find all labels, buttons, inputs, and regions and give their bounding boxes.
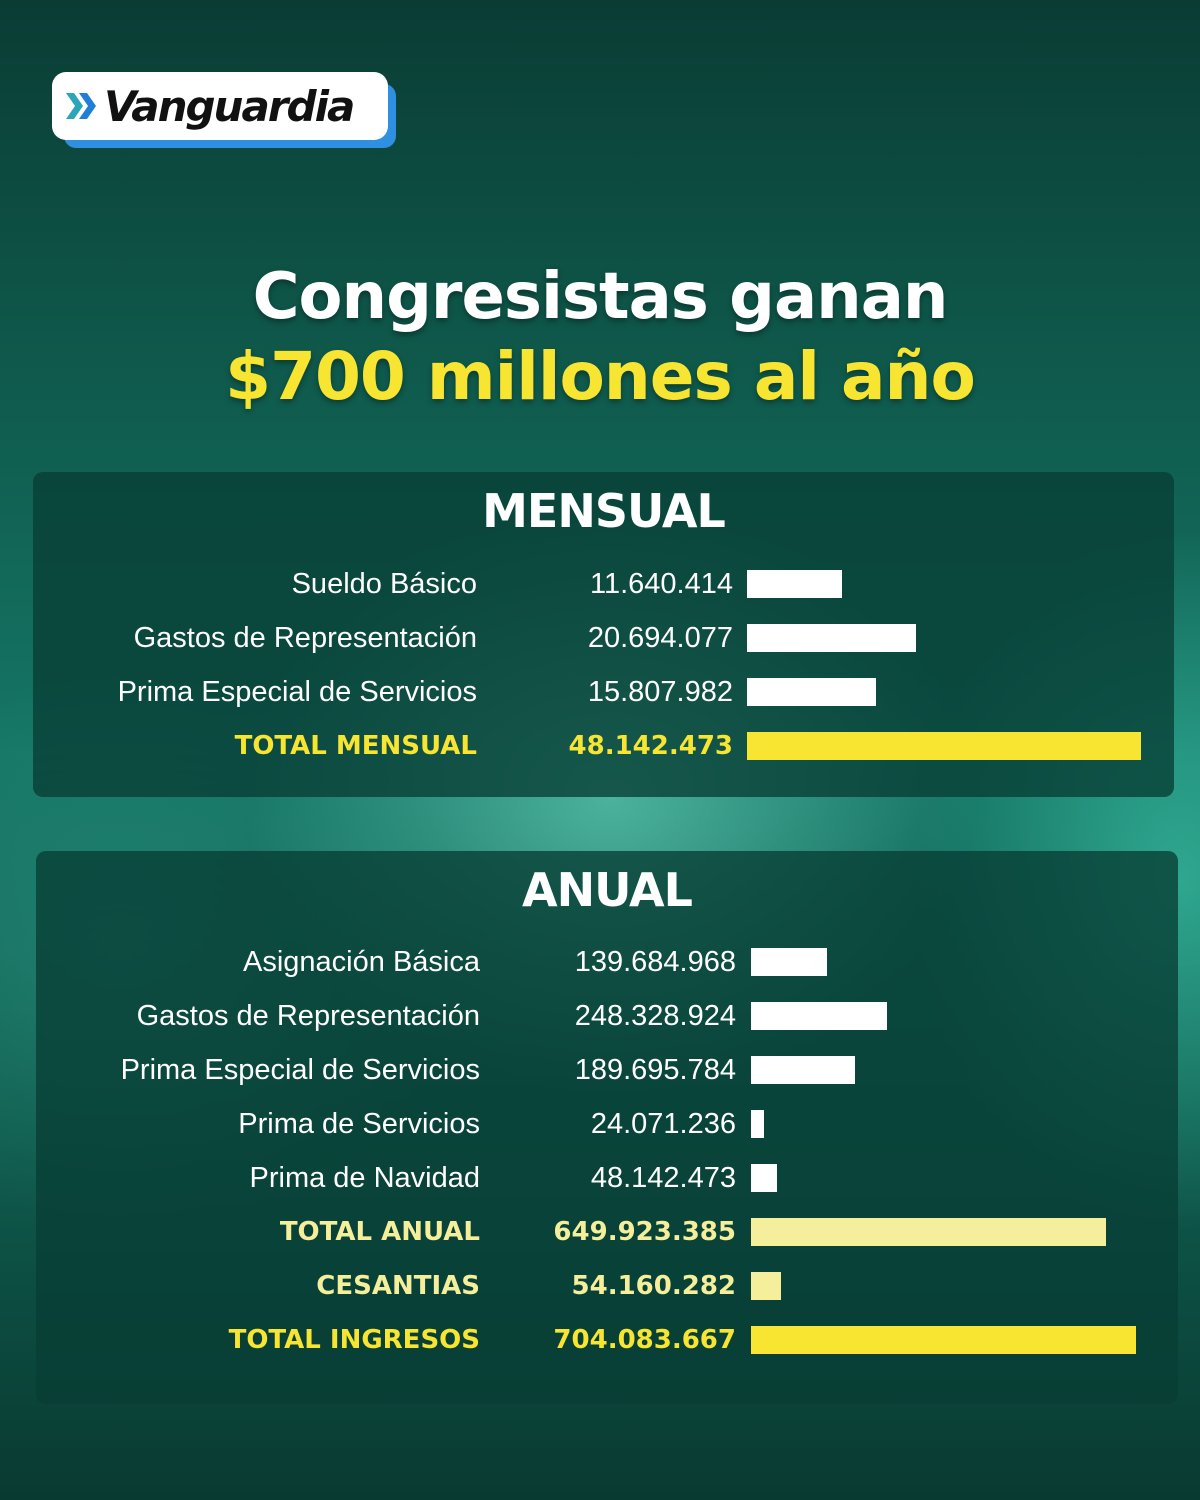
- vanguardia-logo: Vanguardia: [52, 72, 388, 140]
- row-value: 11.640.414: [590, 568, 733, 600]
- row-label: TOTAL MENSUAL: [234, 731, 477, 761]
- row-value: 20.694.077: [587, 622, 733, 654]
- row-label: TOTAL INGRESOS: [228, 1325, 480, 1355]
- bar: [751, 1002, 887, 1030]
- row-value: 15.807.982: [587, 676, 733, 708]
- headline-line2: $700 millones al año: [225, 338, 976, 415]
- panel-title-anual: ANUAL: [522, 863, 693, 917]
- row-value: 248.328.924: [574, 1000, 736, 1032]
- row-value: 48.142.473: [568, 731, 733, 761]
- table-row: Prima Especial de Servicios 189.695.784: [36, 1050, 1178, 1090]
- row-value: 704.083.667: [553, 1325, 736, 1355]
- table-row: Gastos de Representación 248.328.924: [36, 996, 1178, 1036]
- row-label: Gastos de Representación: [133, 622, 477, 654]
- table-row: Asignación Básica 139.684.968: [36, 942, 1178, 982]
- row-value: 54.160.282: [571, 1271, 736, 1301]
- bar: [751, 1326, 1136, 1354]
- row-label: Prima de Navidad: [249, 1162, 481, 1194]
- brand-name: Vanguardia: [104, 81, 355, 131]
- panel-title-mensual: MENSUAL: [482, 484, 726, 538]
- row-label: Prima de Servicios: [238, 1108, 480, 1140]
- table-row: Prima Especial de Servicios 15.807.982: [33, 672, 1174, 712]
- bar: [747, 732, 1141, 760]
- table-row: CESANTIAS 54.160.282: [36, 1266, 1178, 1306]
- row-value: 24.071.236: [590, 1108, 736, 1140]
- table-row: Prima de Navidad 48.142.473: [36, 1158, 1178, 1198]
- row-label: TOTAL ANUAL: [279, 1217, 480, 1247]
- headline-line1: Congresistas ganan: [252, 260, 949, 334]
- bar: [751, 1272, 781, 1300]
- table-row: Sueldo Básico 11.640.414: [33, 564, 1174, 604]
- bar: [747, 624, 917, 652]
- row-label: Gastos de Representación: [136, 1000, 480, 1032]
- row-value: 139.684.968: [574, 946, 736, 978]
- row-label: CESANTIAS: [316, 1271, 480, 1301]
- bar: [751, 948, 828, 976]
- panel-mensual: MENSUAL Sueldo Básico 11.640.414 Gastos de…: [33, 472, 1174, 797]
- table-row: Gastos de Representación 20.694.077: [33, 618, 1174, 658]
- row-label: Asignación Básica: [243, 946, 480, 978]
- row-value: 189.695.784: [574, 1054, 736, 1086]
- table-row: TOTAL MENSUAL 48.142.473: [33, 726, 1174, 766]
- bar: [751, 1164, 778, 1192]
- table-row: TOTAL INGRESOS 704.083.667: [36, 1320, 1178, 1360]
- row-label: Prima Especial de Servicios: [117, 676, 477, 708]
- table-row: Prima de Servicios 24.071.236: [36, 1104, 1178, 1144]
- bar: [747, 570, 843, 598]
- table-row: TOTAL ANUAL 649.923.385: [36, 1212, 1178, 1252]
- double-chevron-icon: [64, 89, 98, 123]
- row-value: 48.142.473: [590, 1162, 736, 1194]
- bar: [747, 678, 877, 706]
- row-label: Sueldo Básico: [291, 568, 477, 600]
- row-value: 649.923.385: [553, 1217, 736, 1247]
- bar: [751, 1218, 1107, 1246]
- bar: [751, 1110, 765, 1138]
- panel-anual: ANUAL Asignación Básica 139.684.968 Gastos…: [36, 851, 1178, 1404]
- row-label: Prima Especial de Servicios: [120, 1054, 480, 1086]
- bar: [751, 1056, 855, 1084]
